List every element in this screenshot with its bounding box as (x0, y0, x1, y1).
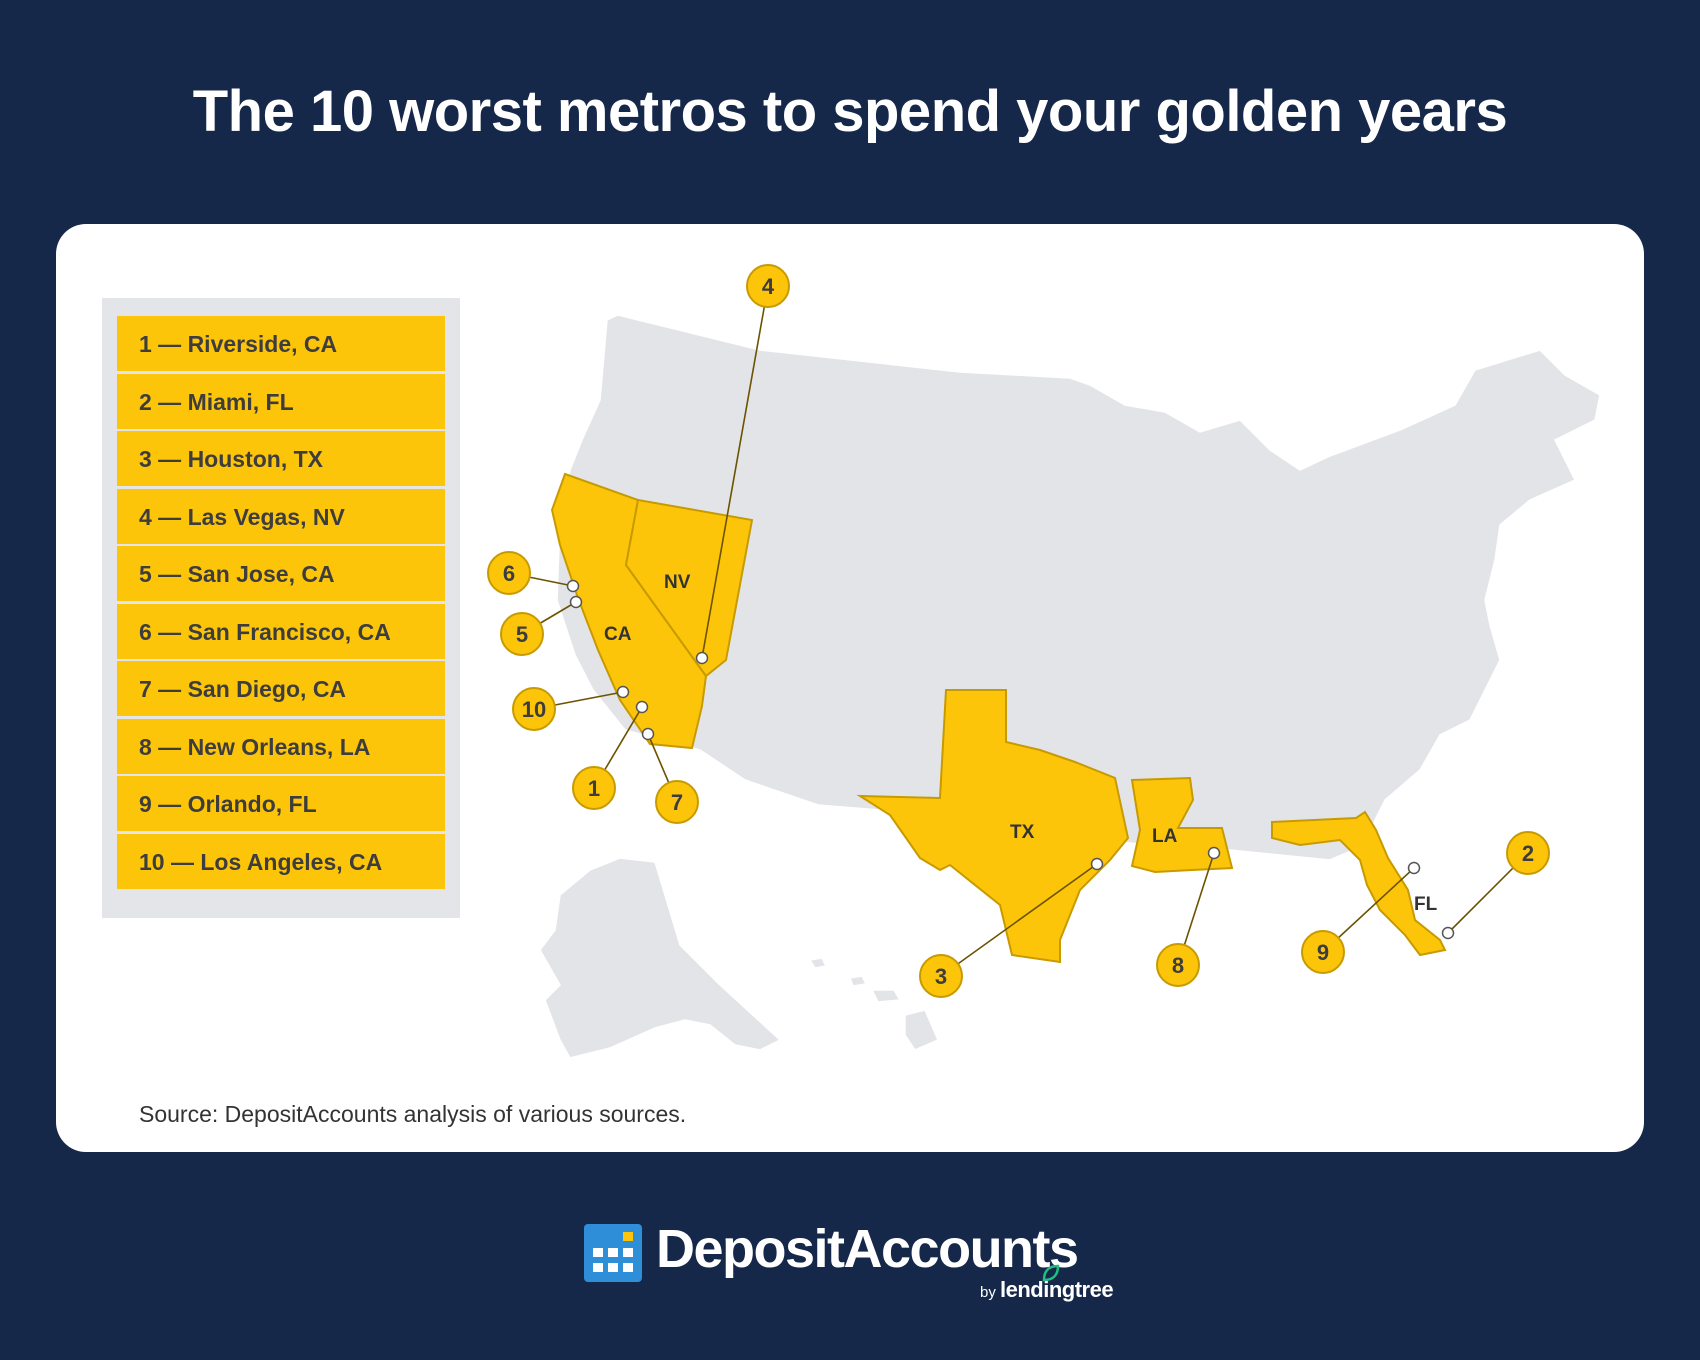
label-fl: FL (1414, 894, 1438, 915)
brand-parent: lendingtree (1000, 1277, 1114, 1302)
marker-7-label: 7 (671, 790, 683, 815)
marker-4: 4 (746, 264, 790, 308)
legend-item-4: 4 — Las Vegas, NV (117, 488, 445, 544)
marker-10-label: 10 (522, 697, 546, 722)
marker-5: 5 (500, 612, 544, 656)
hawaii-4 (904, 1009, 939, 1051)
legend-item-9: 9 — Orlando, FL (117, 776, 445, 831)
legend-item-6: 6 — San Francisco, CA (117, 603, 445, 659)
dot-miami (1441, 926, 1455, 940)
legend-item-1: 1 — Riverside, CA (117, 316, 445, 371)
marker-2: 2 (1506, 831, 1550, 875)
dot-riverside (635, 700, 649, 714)
marker-3: 3 (919, 954, 963, 998)
brand-name: DepositAccounts (656, 1219, 1079, 1279)
marker-4-label: 4 (762, 274, 775, 299)
legend-item-7: 7 — San Diego, CA (117, 661, 445, 716)
marker-1-label: 1 (588, 776, 600, 801)
legend-item-8: 8 — New Orleans, LA (117, 718, 445, 774)
dot-san-jose (569, 595, 583, 609)
label-la: LA (1152, 826, 1178, 847)
legend-item-3: 3 — Houston, TX (117, 431, 445, 486)
marker-3-label: 3 (935, 964, 947, 989)
hawaii-2 (848, 975, 868, 987)
leaf-icon (1042, 1264, 1060, 1282)
us-mainland (556, 314, 1601, 861)
marker-8: 8 (1156, 943, 1200, 987)
legend-item-2: 2 — Miami, FL (117, 373, 445, 429)
legend-item-10: 10 — Los Angeles, CA (117, 833, 445, 889)
dot-houston (1090, 857, 1104, 871)
state-la (1130, 776, 1234, 874)
dot-san-francisco (566, 579, 580, 593)
dot-los-angeles (616, 685, 630, 699)
marker-8-label: 8 (1172, 953, 1184, 978)
marker-5-label: 5 (516, 622, 528, 647)
city-dots (566, 579, 1455, 940)
marker-10: 10 (512, 687, 556, 731)
marker-1: 1 (572, 766, 616, 810)
page-title: The 10 worst metros to spend your golden… (192, 79, 1508, 144)
marker-7: 7 (655, 780, 699, 824)
label-nv: NV (664, 572, 691, 593)
legend-panel: 1 — Riverside, CA 2 — Miami, FL 3 — Hous… (102, 298, 460, 918)
state-tx (856, 689, 1130, 964)
state-nv (624, 498, 754, 678)
label-tx: TX (1010, 822, 1035, 843)
marker-9: 9 (1301, 930, 1345, 974)
marker-2-label: 2 (1522, 841, 1534, 866)
dot-san-diego (641, 727, 655, 741)
brand-logo: DepositAccounts by lendingtree (584, 1219, 1124, 1314)
source-note: Source: DepositAccounts analysis of vari… (139, 1101, 687, 1127)
dot-new-orleans (1207, 846, 1221, 860)
label-ca: CA (604, 624, 632, 645)
depositaccounts-logo-icon (584, 1224, 642, 1282)
dot-orlando (1407, 861, 1421, 875)
marker-6-label: 6 (503, 561, 515, 586)
dot-las-vegas (695, 651, 709, 665)
hawaii-1 (808, 957, 828, 969)
alaska (539, 857, 782, 1059)
marker-9-label: 9 (1317, 940, 1329, 965)
legend-list: 1 — Riverside, CA 2 — Miami, FL 3 — Hous… (117, 316, 445, 891)
legend-item-5: 5 — San Jose, CA (117, 546, 445, 601)
marker-6: 6 (487, 551, 531, 595)
state-fl (1271, 810, 1447, 957)
brand-by: by (980, 1284, 996, 1301)
hawaii-3 (870, 989, 902, 1003)
